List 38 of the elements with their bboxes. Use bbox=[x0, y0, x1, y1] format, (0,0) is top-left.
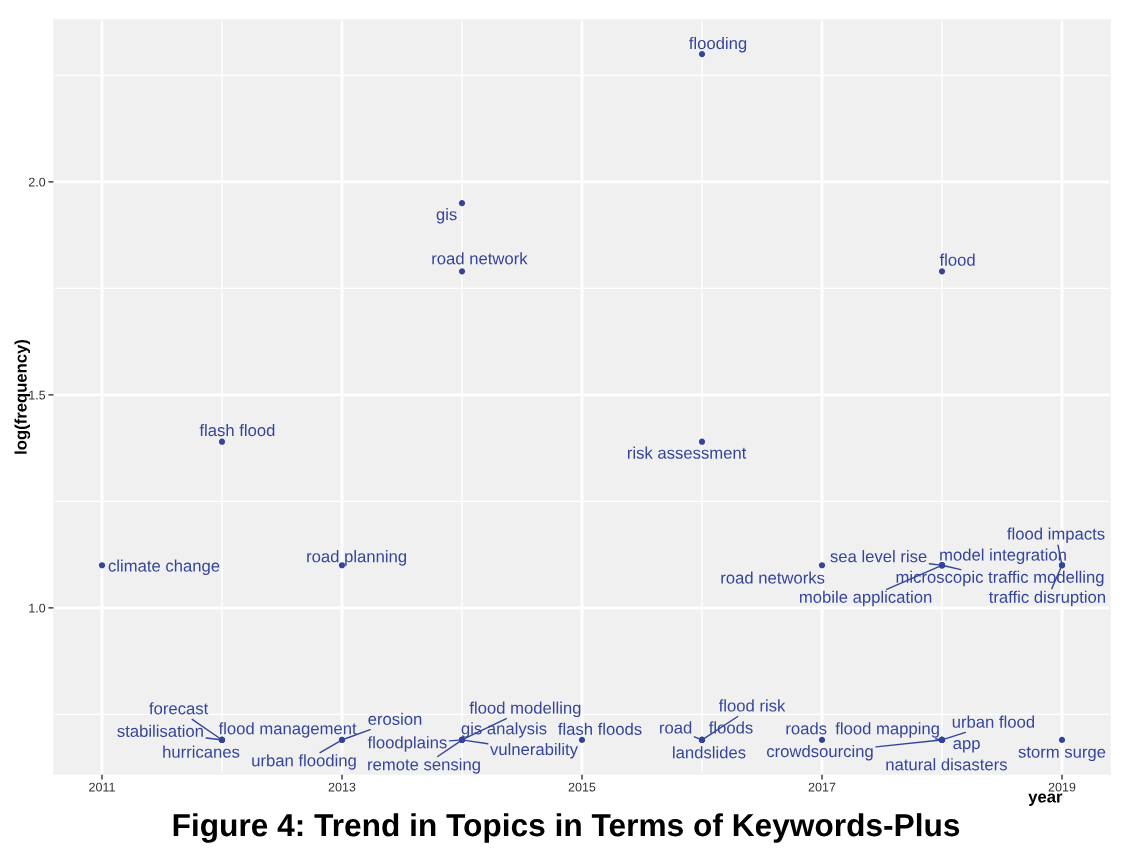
annotation: road planning bbox=[307, 550, 407, 566]
annotation: flood mapping bbox=[835, 722, 939, 738]
y-axis-title: log(frequency) bbox=[14, 339, 31, 454]
annotation: road network bbox=[432, 252, 528, 265]
annotation: roads bbox=[786, 722, 827, 735]
annotation: flood impacts bbox=[1007, 527, 1105, 544]
annotation: vulnerability bbox=[490, 742, 578, 759]
annotation: landslides bbox=[673, 746, 746, 759]
annotation: natural disasters bbox=[886, 758, 1007, 771]
annotation: flood management bbox=[218, 722, 357, 738]
annotation: erosion bbox=[368, 712, 422, 725]
annotation: floodplains bbox=[367, 736, 447, 752]
annotation: sea level rise bbox=[830, 550, 927, 563]
annotation: forecast bbox=[149, 702, 209, 715]
annotation: gis analysis bbox=[461, 722, 547, 738]
x-axis-title: year bbox=[1028, 793, 1063, 806]
annotation: flash flood bbox=[199, 423, 275, 437]
annotation: urban flooding bbox=[252, 754, 356, 770]
annotation: flash floods bbox=[558, 722, 642, 735]
annotation: flood modelling bbox=[469, 701, 581, 718]
annotation: remote sensing bbox=[368, 758, 480, 774]
annotation: traffic disruption bbox=[988, 590, 1105, 607]
annotation: urban flood bbox=[952, 715, 1035, 728]
caption: Figure 4: Trend in Topics in Terms of Keywords-Plus bbox=[173, 813, 960, 843]
annotation: storm surge bbox=[1018, 746, 1106, 762]
annotation: road bbox=[660, 721, 692, 734]
annotation: flooding bbox=[689, 36, 747, 53]
annotation: mobile application bbox=[800, 590, 932, 607]
annotation: flood risk bbox=[718, 699, 786, 712]
annotation: app bbox=[953, 740, 980, 753]
annotation: risk assessment bbox=[627, 446, 747, 459]
annotation: road networks bbox=[721, 571, 825, 584]
annotation: gis bbox=[436, 208, 457, 224]
annotation: stabilisation bbox=[117, 724, 203, 737]
annotation: climate change bbox=[108, 559, 220, 576]
annotation: hurricanes bbox=[163, 745, 240, 758]
annotation: crowdsourcing bbox=[766, 744, 873, 761]
annotation: flood bbox=[939, 253, 975, 266]
